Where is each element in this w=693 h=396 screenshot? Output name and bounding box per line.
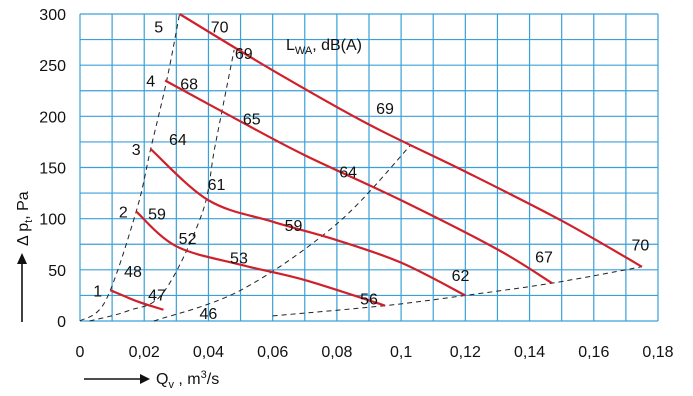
sound-level-label: 59 xyxy=(285,218,303,235)
fan-curve-5 xyxy=(178,13,643,268)
y-tick-label: 150 xyxy=(39,161,66,178)
y-tick-label: 300 xyxy=(39,7,66,24)
x-tick-label: 0,08 xyxy=(321,344,352,361)
sound-level-label: 53 xyxy=(230,251,248,268)
x-axis-arrow-icon xyxy=(140,374,150,384)
x-tick-label: 0,02 xyxy=(129,344,160,361)
system-curve xyxy=(89,49,235,322)
y-tick-label: 200 xyxy=(39,109,66,126)
x-tick-label: 0,12 xyxy=(450,344,481,361)
sound-level-label: 46 xyxy=(200,306,218,323)
legend-label: LWA, dB(A) xyxy=(286,37,362,57)
x-tick-label: 0,18 xyxy=(642,344,673,361)
y-axis-arrow-icon xyxy=(17,253,27,264)
sound-level-label: 48 xyxy=(124,264,142,281)
y-axis-label: Δ pt, Pa xyxy=(15,191,35,246)
fan-curve-1 xyxy=(110,289,164,311)
sound-level-label: 70 xyxy=(211,19,229,36)
x-tick-label: 0,06 xyxy=(257,344,288,361)
x-axis-title: Qv , m3/s xyxy=(84,369,219,391)
sound-level-label: 52 xyxy=(179,231,197,248)
y-tick-label: 50 xyxy=(48,263,66,280)
sound-level-label: 67 xyxy=(535,250,553,267)
y-tick-label: 250 xyxy=(39,58,66,75)
x-tick-label: 0,1 xyxy=(390,344,412,361)
curve-number-label: 5 xyxy=(154,19,163,36)
system-curve xyxy=(153,144,412,322)
x-tick-label: 0,04 xyxy=(193,344,224,361)
sound-level-label: 64 xyxy=(339,165,357,182)
curve-number-label: 2 xyxy=(119,205,128,222)
x-tick-label: 0 xyxy=(76,344,85,361)
sound-level-label: 59 xyxy=(148,207,166,224)
sound-level-label: 61 xyxy=(208,177,226,194)
x-tick-label: 0,14 xyxy=(514,344,545,361)
y-axis-title: Δ pt, Pa xyxy=(15,191,35,322)
axis-ticks: 0 0,02 0,04 0,06 0,08 0,1 0,12 0,14 0,16 0,18 0 50 1… xyxy=(39,7,673,361)
y-tick-label: 100 xyxy=(39,212,66,229)
fan-curve-4 xyxy=(164,79,553,285)
sound-level-label: 65 xyxy=(243,111,261,128)
sound-level-label: 47 xyxy=(148,287,166,304)
sound-level-label: 64 xyxy=(169,132,187,149)
x-tick-label: 0,16 xyxy=(578,344,609,361)
sound-level-label: 68 xyxy=(180,77,198,94)
curve-number-label: 3 xyxy=(132,142,141,159)
sound-level-label: 62 xyxy=(452,268,470,285)
y-tick-label: 0 xyxy=(57,314,66,331)
fan-curves xyxy=(110,13,643,311)
curve-number-label: 1 xyxy=(93,283,102,300)
sound-level-label: 56 xyxy=(360,291,378,308)
sound-level-label: 70 xyxy=(631,237,649,254)
annotations: 1 2 3 4 5 70 69 68 65 69 64 61 64 59 52 59 53 48 47 46 56 62 6… xyxy=(93,19,649,323)
fan-curve-3 xyxy=(149,148,466,297)
curve-number-label: 4 xyxy=(146,74,155,91)
x-axis-label: Qv , m3/s xyxy=(156,369,219,391)
fan-curve-2 xyxy=(135,210,386,307)
sound-level-label: 69 xyxy=(235,46,253,63)
sound-level-label: 69 xyxy=(376,101,394,118)
grid xyxy=(79,13,659,322)
